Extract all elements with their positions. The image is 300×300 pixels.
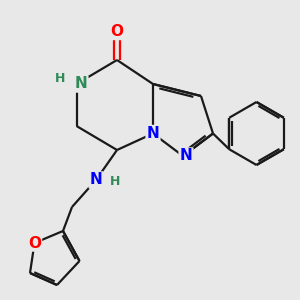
Text: N: N <box>90 172 102 188</box>
Text: H: H <box>110 175 121 188</box>
Text: N: N <box>147 126 159 141</box>
Text: H: H <box>55 72 65 85</box>
Text: N: N <box>180 148 192 164</box>
Text: O: O <box>28 236 41 250</box>
Text: N: N <box>75 76 87 92</box>
Text: O: O <box>110 24 124 39</box>
